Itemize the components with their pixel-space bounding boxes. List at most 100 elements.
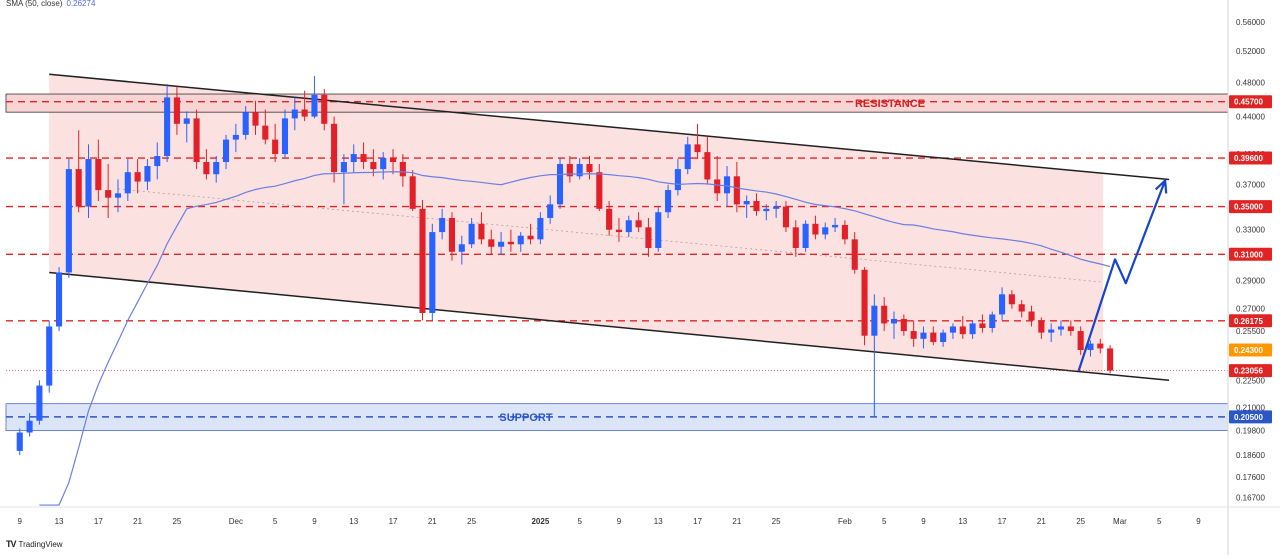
candle[interactable] bbox=[399, 154, 406, 187]
candle[interactable] bbox=[881, 297, 888, 332]
candle[interactable] bbox=[910, 320, 917, 347]
candle[interactable] bbox=[851, 232, 858, 274]
candle[interactable] bbox=[262, 109, 269, 145]
candle[interactable] bbox=[537, 212, 544, 245]
candle[interactable] bbox=[85, 144, 92, 218]
candle[interactable] bbox=[55, 267, 63, 332]
candle[interactable] bbox=[164, 84, 171, 163]
candle[interactable] bbox=[1028, 305, 1035, 327]
candle[interactable] bbox=[704, 136, 711, 185]
candle[interactable] bbox=[232, 123, 239, 153]
candle[interactable] bbox=[635, 212, 642, 233]
forecast-arrow[interactable] bbox=[1077, 180, 1167, 372]
candle[interactable] bbox=[409, 170, 416, 212]
candle[interactable] bbox=[832, 217, 839, 233]
candle[interactable] bbox=[311, 75, 318, 119]
channel-lower-line[interactable] bbox=[49, 271, 1170, 382]
candle[interactable] bbox=[36, 380, 43, 425]
candle[interactable] bbox=[861, 267, 868, 346]
candle[interactable] bbox=[556, 158, 564, 209]
candle[interactable] bbox=[360, 142, 367, 170]
candle[interactable] bbox=[586, 156, 593, 180]
candle[interactable] bbox=[222, 134, 230, 170]
candle[interactable] bbox=[1018, 299, 1025, 318]
candle[interactable] bbox=[684, 136, 691, 175]
candle[interactable] bbox=[46, 320, 53, 393]
candle[interactable] bbox=[547, 195, 554, 224]
candle[interactable] bbox=[65, 159, 72, 278]
candle[interactable] bbox=[714, 156, 721, 201]
candle[interactable] bbox=[1107, 345, 1114, 374]
candle[interactable] bbox=[105, 164, 112, 218]
candle[interactable] bbox=[331, 116, 338, 183]
candle[interactable] bbox=[272, 123, 279, 163]
candle[interactable] bbox=[193, 109, 200, 170]
sma-line[interactable] bbox=[39, 171, 1111, 506]
candle[interactable] bbox=[949, 323, 956, 339]
candle[interactable] bbox=[782, 200, 790, 233]
candle[interactable] bbox=[665, 184, 672, 218]
candle[interactable] bbox=[645, 217, 652, 257]
candle[interactable] bbox=[527, 223, 534, 245]
candle[interactable] bbox=[989, 311, 996, 333]
tradingview-brand[interactable]: TV TradingView bbox=[6, 539, 63, 549]
candle[interactable] bbox=[458, 235, 465, 265]
candle[interactable] bbox=[920, 326, 927, 349]
price-tag[interactable]: 0.31000 bbox=[1229, 247, 1272, 261]
candle[interactable] bbox=[1077, 326, 1084, 355]
candle[interactable] bbox=[114, 179, 122, 213]
candle[interactable] bbox=[812, 215, 819, 240]
candle[interactable] bbox=[389, 149, 397, 175]
candle[interactable] bbox=[694, 123, 701, 160]
channel-upper-line[interactable] bbox=[49, 73, 1170, 181]
candle[interactable] bbox=[75, 130, 82, 213]
candle[interactable] bbox=[350, 144, 357, 173]
candle[interactable] bbox=[439, 208, 446, 240]
candle[interactable] bbox=[134, 159, 141, 194]
candle[interactable] bbox=[773, 200, 780, 218]
candle[interactable] bbox=[154, 142, 161, 180]
candle[interactable] bbox=[753, 193, 760, 216]
sma-legend[interactable]: SMA (50, close) 0.26274 bbox=[6, 0, 95, 8]
price-tag[interactable]: 0.39600 bbox=[1229, 151, 1272, 165]
time-axis[interactable]: 9 13 17 21 25 Dec 5 9 13 17 21 25 2025 5 9 13 17 21 25 Feb 5… bbox=[18, 517, 1202, 526]
candle[interactable] bbox=[1048, 323, 1055, 343]
candle[interactable] bbox=[26, 413, 33, 437]
candle[interactable] bbox=[940, 329, 947, 347]
candle[interactable] bbox=[792, 220, 799, 257]
candle[interactable] bbox=[124, 159, 131, 201]
candle[interactable] bbox=[763, 204, 770, 221]
price-tag[interactable]: 0.23056 bbox=[1229, 364, 1272, 378]
candle[interactable] bbox=[802, 220, 809, 252]
candle[interactable] bbox=[841, 220, 848, 245]
candle[interactable] bbox=[144, 159, 151, 191]
candle[interactable] bbox=[468, 217, 475, 248]
candle[interactable] bbox=[203, 149, 210, 180]
candle[interactable] bbox=[655, 206, 662, 252]
candle[interactable] bbox=[871, 294, 878, 417]
candle[interactable] bbox=[380, 152, 387, 180]
candle[interactable] bbox=[1008, 290, 1015, 309]
candle[interactable] bbox=[281, 109, 289, 159]
candle[interactable] bbox=[969, 320, 976, 339]
price-tag[interactable]: 0.24300 bbox=[1229, 343, 1272, 357]
candle[interactable] bbox=[321, 89, 328, 131]
candle[interactable] bbox=[743, 195, 750, 218]
candle[interactable] bbox=[1097, 338, 1104, 354]
candle[interactable] bbox=[429, 223, 436, 321]
candle[interactable] bbox=[419, 199, 426, 321]
candle[interactable] bbox=[183, 111, 190, 143]
candle[interactable] bbox=[498, 232, 505, 255]
candle[interactable] bbox=[890, 311, 898, 339]
candle[interactable] bbox=[1057, 320, 1065, 336]
candle[interactable] bbox=[576, 158, 583, 180]
candle[interactable] bbox=[16, 428, 23, 456]
candle[interactable] bbox=[291, 97, 298, 131]
candle[interactable] bbox=[1038, 317, 1045, 339]
price-tag[interactable]: 0.26175 bbox=[1229, 314, 1272, 328]
candle[interactable] bbox=[930, 326, 937, 346]
price-tag[interactable]: 0.45700 bbox=[1229, 95, 1272, 109]
candle[interactable] bbox=[822, 222, 829, 240]
candle[interactable] bbox=[979, 314, 986, 333]
